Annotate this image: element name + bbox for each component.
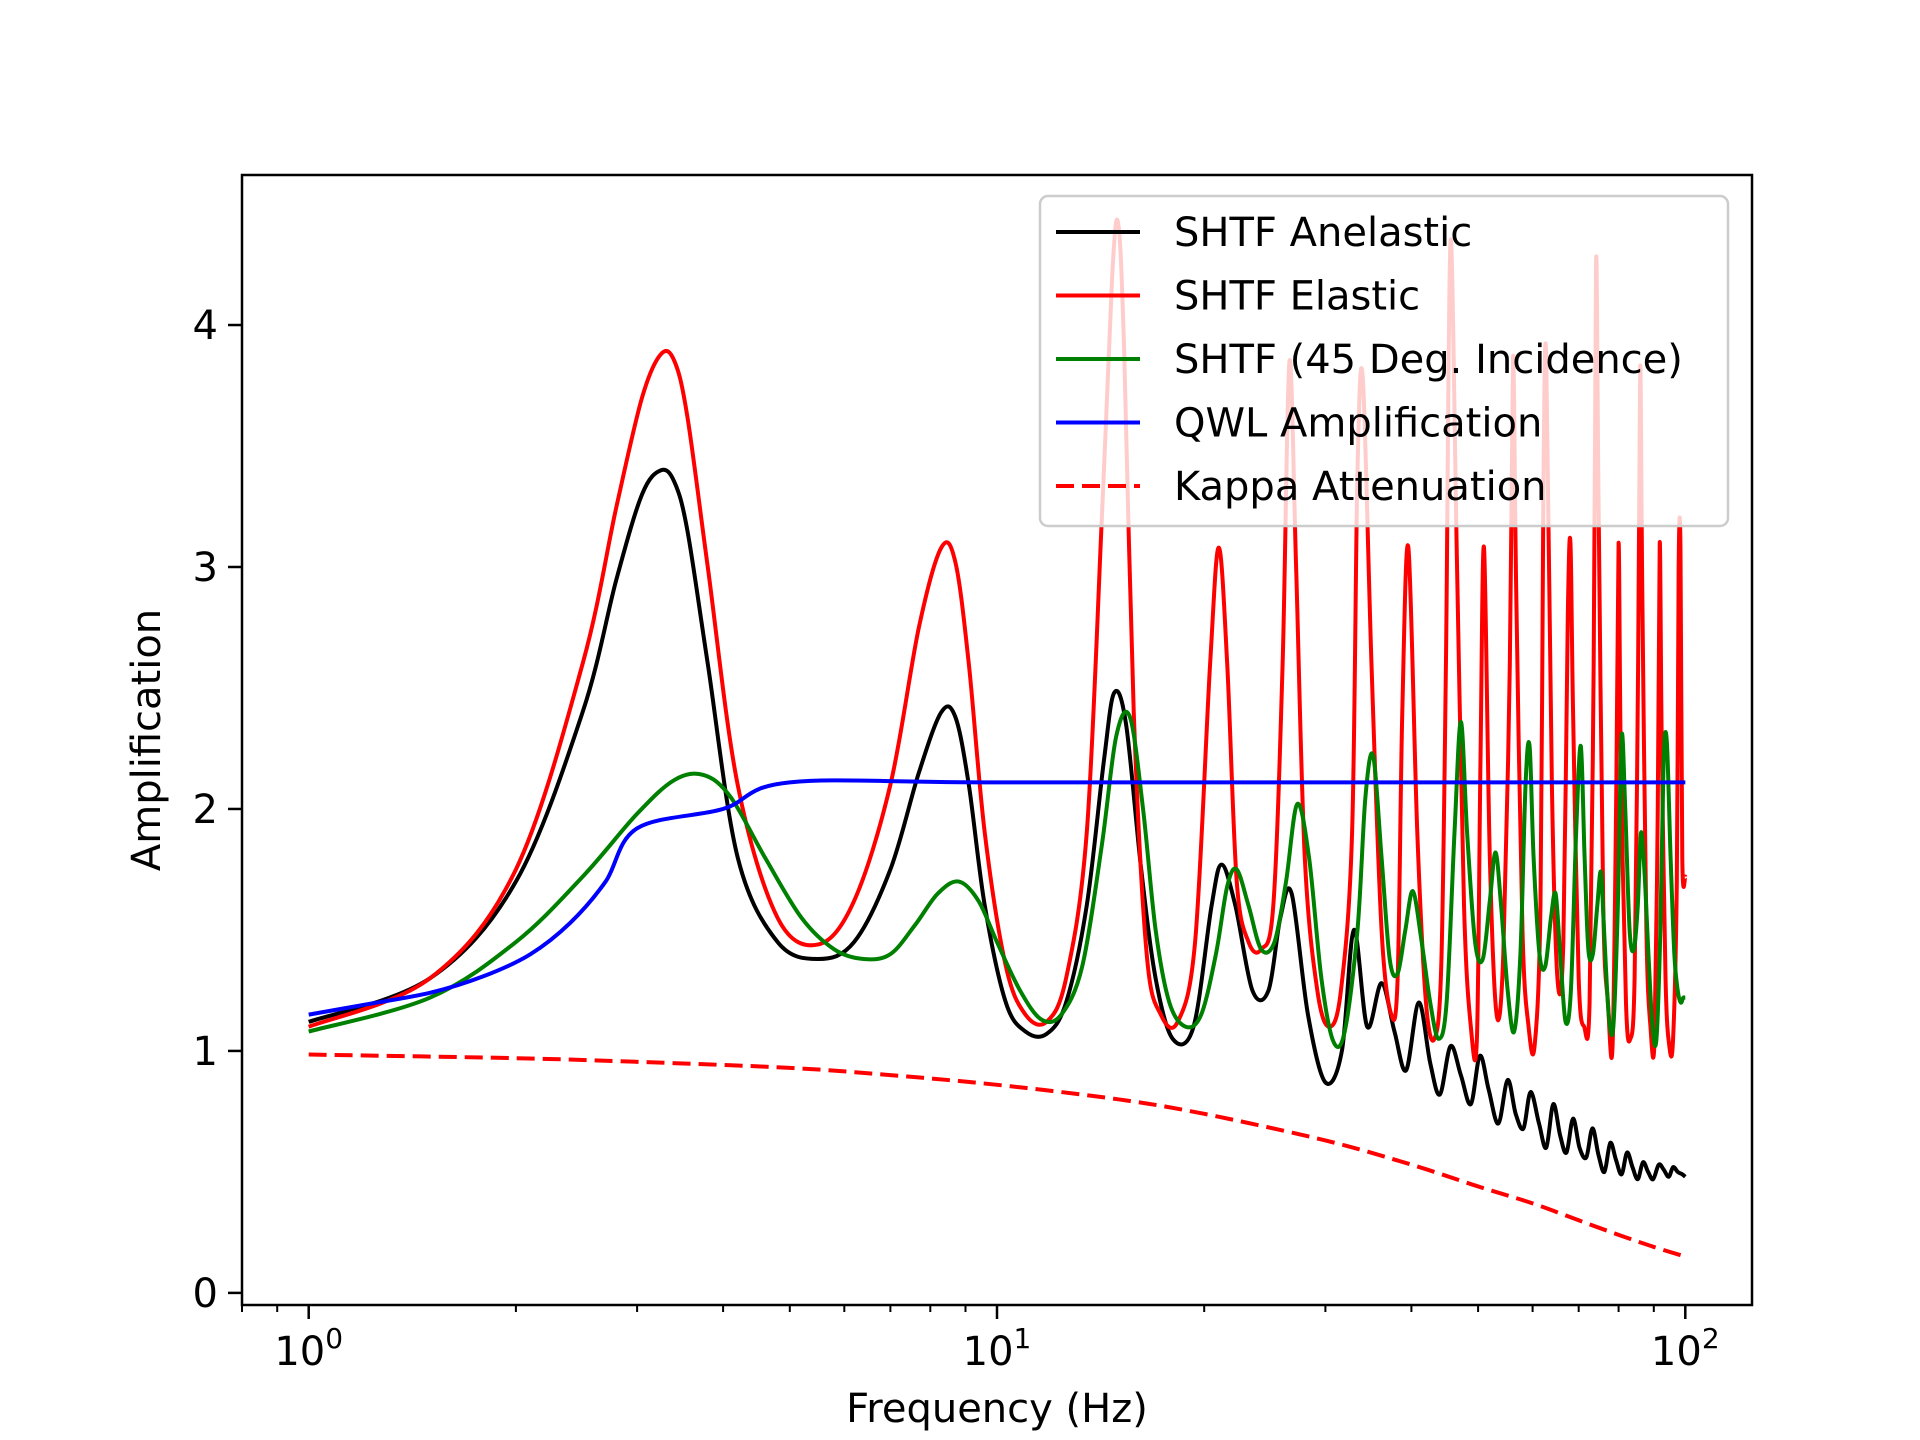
series-layer [307,217,1688,1259]
legend-label-2: SHTF Elastic [1174,274,1420,320]
series-line-2 [307,217,1688,1063]
legend: SHTF Anelastic SHTF Elastic SHTF (45 Deg. … [1038,194,1730,528]
x-axis-label: Frequency (Hz) [846,1386,1148,1432]
legend-box [1038,194,1730,528]
series-line-4 [308,778,1686,1017]
y-tick-label: 1 [193,1029,218,1075]
y-tick-label: 2 [193,787,218,833]
series-line-5 [308,1052,1686,1259]
y-axis: 0 1 2 3 4 [193,303,242,1317]
y-tick-label: 4 [193,303,218,349]
legend-label-4: QWL Amplification [1174,401,1542,447]
legend-label-3: SHTF (45 Deg. Incidence) [1174,337,1683,383]
x-tick-label: 102 [1651,1322,1720,1375]
y-tick-label: 3 [193,545,218,591]
y-tick-label: 0 [193,1271,218,1317]
x-axis: 100 101 102 [241,1305,1720,1375]
legend-label-1: SHTF Anelastic [1174,210,1472,256]
y-axis-label: Amplification [124,609,170,871]
series-line-1 [308,467,1687,1182]
series-line-3 [308,709,1686,1049]
legend-label-5: Kappa Attenuation [1174,464,1547,510]
x-tick-label: 100 [274,1322,343,1375]
x-tick-label: 101 [963,1322,1032,1375]
